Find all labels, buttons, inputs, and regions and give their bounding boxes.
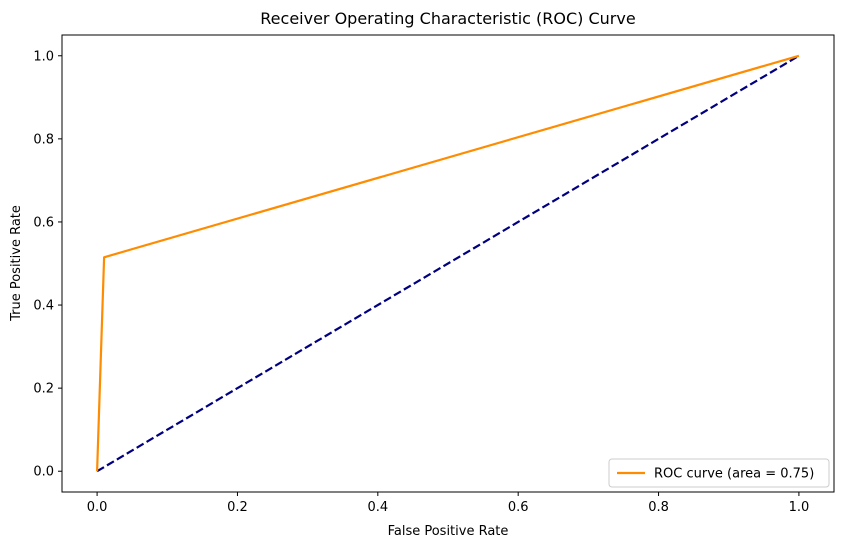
y-tick-label: 0.4 — [33, 299, 54, 314]
reference-diagonal-line — [96, 54, 800, 473]
legend-box — [608, 458, 830, 488]
y-tick-label: 0.0 — [33, 465, 54, 480]
y-tick-label: 0.2 — [33, 382, 54, 397]
x-tick-label: 0.8 — [648, 500, 669, 515]
y-tick-label: 0.6 — [33, 215, 54, 230]
y-tick-label: 0.8 — [33, 132, 54, 147]
x-tick-label: 0.0 — [87, 500, 108, 515]
x-axis-label: False Positive Rate — [388, 524, 509, 539]
roc-curve-line — [95, 54, 800, 472]
legend-label: ROC curve (area = 0.75) — [654, 467, 814, 482]
plot-area: 0.0 0.2 0.4 0.6 0.8 1.0 0.0 0.2 0.4 0.6 0.8 1.0 ROC … — [33, 34, 835, 515]
x-tick-label: 1.0 — [789, 500, 810, 515]
plot-frame — [61, 34, 835, 493]
y-tick-label: 1.0 — [33, 49, 54, 64]
x-tick-label: 0.4 — [367, 500, 388, 515]
x-tick-label: 0.6 — [508, 500, 529, 515]
chart-title: Receiver Operating Characteristic (ROC) … — [260, 9, 635, 28]
x-tick-label: 0.2 — [227, 500, 248, 515]
y-axis-label: True Positive Rate — [9, 205, 24, 322]
